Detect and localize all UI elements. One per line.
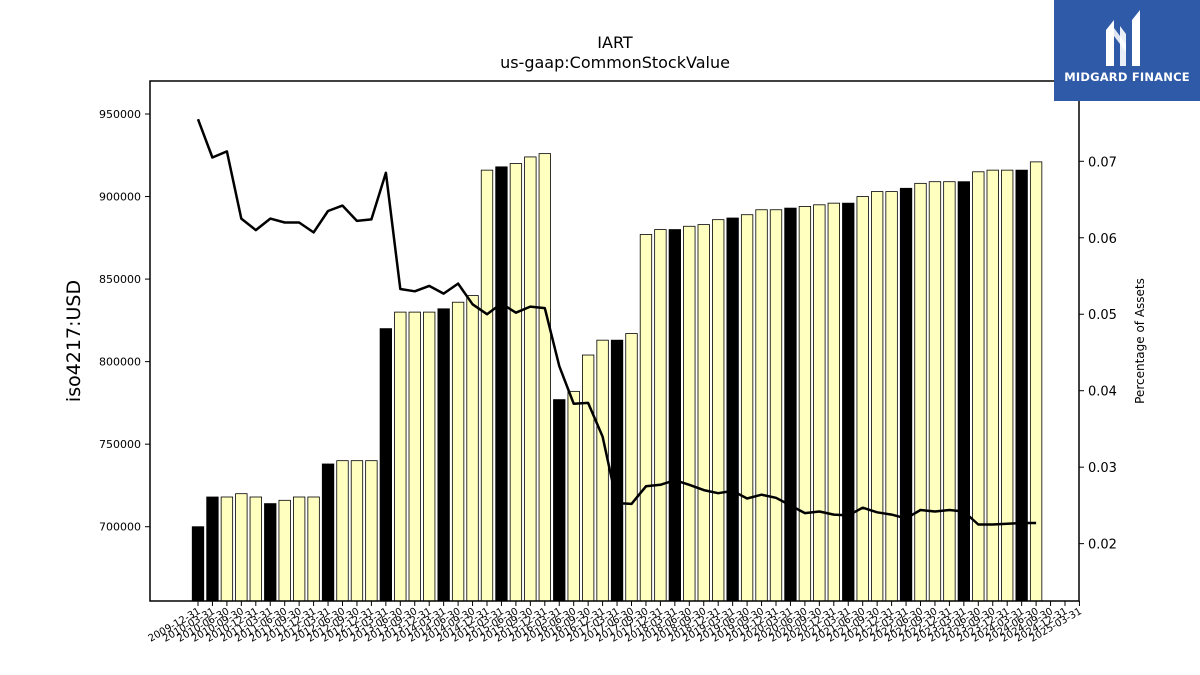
plot-frame — [149, 80, 1080, 602]
bar — [755, 209, 768, 602]
bar — [769, 209, 783, 602]
bar — [264, 503, 277, 602]
y2-tick-label: 0.07 — [1088, 155, 1117, 170]
bar — [379, 328, 393, 602]
y2-tick-label: 0.05 — [1088, 308, 1117, 323]
bar — [914, 182, 927, 602]
bar — [249, 496, 262, 602]
bar — [972, 171, 985, 602]
bar — [712, 219, 725, 602]
bar — [928, 181, 942, 602]
bar — [668, 229, 681, 602]
bar — [437, 308, 450, 602]
bar — [1015, 169, 1028, 602]
y-tick-label: 850000 — [99, 273, 141, 286]
y-tick-label: 700000 — [99, 521, 141, 534]
bar — [423, 311, 436, 602]
bar — [827, 202, 840, 602]
line-series — [196, 118, 1037, 526]
bar — [740, 214, 754, 602]
bar — [813, 204, 826, 602]
bar — [957, 181, 970, 602]
bar — [943, 181, 956, 602]
bar — [524, 156, 537, 602]
percentage-line — [196, 118, 1037, 526]
bar — [480, 169, 494, 602]
right-axis: 0.02 0.03 0.04 0.05 0.06 0.07 — [1079, 155, 1117, 553]
bar — [220, 496, 234, 602]
bar — [206, 496, 219, 602]
bar — [885, 191, 898, 602]
bar — [610, 339, 624, 602]
bar — [639, 234, 653, 602]
y-axis-label: iso4217:USD — [63, 280, 85, 402]
bar — [654, 229, 667, 602]
bar — [553, 399, 566, 602]
bar — [798, 206, 812, 602]
bar — [784, 207, 797, 602]
brand-logo: MIDGARD FINANCE — [1054, 0, 1200, 101]
bar — [899, 187, 913, 602]
y2-axis-label: Percentage of Assets — [1133, 278, 1147, 404]
bar — [509, 163, 523, 602]
bar — [191, 526, 205, 602]
bar — [408, 311, 421, 602]
bar — [495, 166, 508, 602]
bar — [1001, 169, 1014, 602]
chart-title: IART — [597, 33, 633, 52]
bar — [336, 460, 349, 602]
bar — [292, 496, 306, 602]
y2-tick-label: 0.04 — [1088, 385, 1117, 400]
bar — [466, 295, 479, 602]
bar — [1029, 161, 1043, 602]
bar — [365, 460, 378, 602]
bar — [394, 311, 407, 602]
bar — [278, 499, 291, 602]
y-tick-label: 750000 — [99, 438, 141, 451]
y2-tick-label: 0.02 — [1088, 538, 1117, 553]
y2-tick-label: 0.06 — [1088, 232, 1117, 247]
bar — [321, 463, 335, 602]
bar — [350, 460, 364, 602]
left-axis: 700000 750000 800000 850000 900000 950000 — [99, 108, 150, 534]
chart-subtitle: us-gaap:CommonStockValue — [500, 53, 730, 72]
bar — [582, 354, 595, 602]
x-axis: 2009-12-312010-03-312010-06-302010-09-30… — [147, 601, 1084, 645]
y2-tick-label: 0.03 — [1088, 461, 1117, 476]
bar — [871, 191, 884, 602]
y-tick-label: 950000 — [99, 108, 141, 121]
bar — [697, 224, 710, 602]
bar — [726, 217, 739, 602]
y-tick-label: 900000 — [99, 191, 141, 204]
bar-series — [191, 153, 1043, 602]
bar — [683, 225, 696, 602]
brand-name: MIDGARD FINANCE — [1064, 70, 1190, 84]
bar — [856, 196, 869, 602]
bar — [538, 153, 551, 602]
bar — [451, 301, 465, 602]
bar — [625, 333, 638, 602]
bar — [842, 202, 855, 602]
bar — [567, 390, 580, 602]
logo-mark-icon — [1106, 10, 1140, 66]
bar — [986, 169, 999, 602]
bar — [307, 496, 320, 602]
y-tick-label: 800000 — [99, 356, 141, 369]
bar — [235, 493, 248, 602]
bar — [596, 339, 609, 602]
